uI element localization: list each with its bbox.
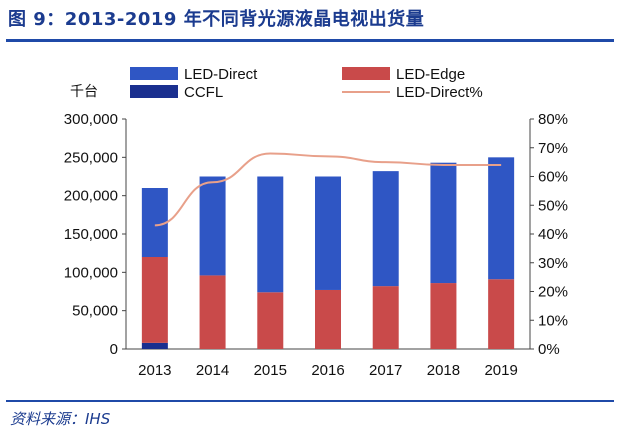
x-tick-label: 2016 — [311, 362, 344, 379]
right-tick-label: 10% — [538, 312, 568, 329]
bar-led-edge-2019 — [488, 279, 515, 349]
source-note: 资料来源：IHS — [10, 410, 111, 428]
bar-led-direct-2017 — [372, 171, 399, 287]
chart-line — [154, 152, 502, 227]
left-tick-label: 0 — [110, 341, 118, 358]
bar-led-edge-2014 — [199, 275, 226, 349]
bar-led-edge-2018 — [430, 283, 457, 349]
legend-swatch-ccfl — [130, 85, 178, 98]
right-tick-label: 40% — [538, 226, 568, 243]
line-led-direct-percent — [154, 152, 502, 227]
left-tick-label: 100,000 — [64, 264, 118, 281]
x-tick-label: 2017 — [369, 362, 402, 379]
chart-axes: 0 50,000 100,000 150,000 200,000 250,000 300,0… — [64, 111, 568, 379]
right-tick-label: 20% — [538, 284, 568, 301]
right-tick-label: 30% — [538, 255, 568, 272]
right-tick-label: 70% — [538, 140, 568, 157]
left-tick-label: 50,000 — [72, 303, 118, 320]
bar-led-direct-2014 — [199, 176, 226, 276]
legend-label-led-edge: LED-Edge — [396, 66, 465, 83]
legend-label-led-direct: LED-Direct — [184, 66, 258, 83]
bar-ccfl-2013 — [141, 342, 168, 349]
bar-led-edge-2017 — [372, 286, 399, 349]
right-tick-label: 0% — [538, 341, 560, 358]
x-tick-label: 2014 — [196, 362, 229, 379]
left-tick-label: 150,000 — [64, 226, 118, 243]
bar-led-direct-2016 — [315, 176, 341, 290]
bar-led-edge-2016 — [315, 289, 341, 349]
left-tick-label: 300,000 — [64, 111, 118, 128]
legend-label-ccfl: CCFL — [184, 84, 223, 101]
bar-led-edge-2013 — [141, 257, 168, 343]
x-tick-label: 2018 — [427, 362, 460, 379]
figure-title: 图 9：2013-2019 年不同背光源液晶电视出货量 — [8, 9, 425, 30]
y-unit-label: 千台 — [70, 84, 98, 100]
bar-led-edge-2015 — [257, 292, 284, 349]
chart-legend: LED-Direct LED-Edge CCFL LED-Direct% — [130, 66, 483, 101]
x-tick-label: 2013 — [138, 362, 171, 379]
bar-led-direct-2019 — [488, 157, 515, 280]
left-tick-label: 200,000 — [64, 188, 118, 205]
chart-bars — [141, 157, 515, 349]
right-tick-label: 50% — [538, 197, 568, 214]
right-tick-label: 60% — [538, 169, 568, 186]
legend-swatch-led-edge — [342, 67, 390, 80]
x-tick-label: 2015 — [254, 362, 287, 379]
bar-led-direct-2013 — [141, 188, 168, 257]
right-tick-label: 80% — [538, 111, 568, 128]
left-tick-label: 250,000 — [64, 149, 118, 166]
x-tick-label: 2019 — [484, 362, 517, 379]
chart: 0 50,000 100,000 150,000 200,000 250,000 300,0… — [64, 66, 568, 379]
bar-led-direct-2018 — [430, 162, 457, 284]
source-rule — [6, 400, 614, 402]
legend-swatch-led-direct — [130, 67, 178, 80]
title-rule — [6, 39, 614, 42]
bar-led-direct-2015 — [257, 176, 284, 293]
legend-label-led-direct-: LED-Direct% — [396, 84, 483, 101]
